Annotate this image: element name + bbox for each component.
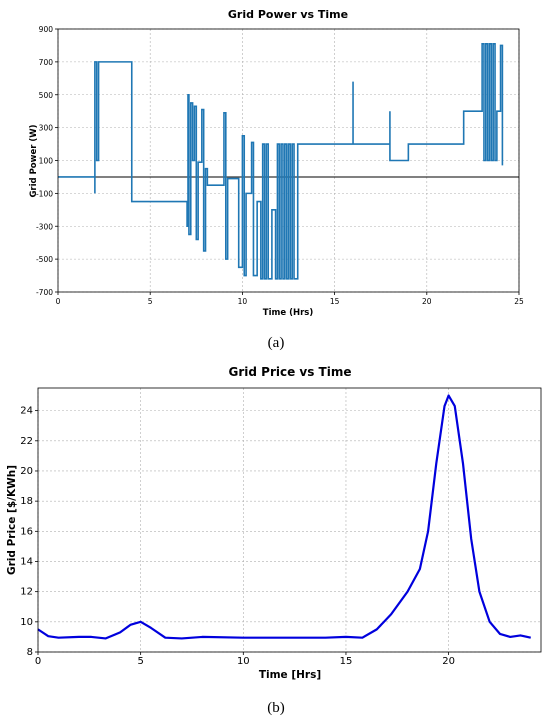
chart-b-title: Grid Price vs Time: [229, 365, 352, 379]
grid-power-series-line: [58, 42, 504, 280]
chart-a-caption: (a): [268, 335, 285, 351]
x-tick-label: 10: [237, 656, 250, 667]
y-tick-label: 22: [20, 436, 33, 447]
x-tick-label: 0: [56, 297, 61, 306]
y-tick-label: 700: [39, 58, 54, 67]
x-tick-label: 0: [35, 656, 41, 667]
y-tick-label: 14: [20, 556, 33, 567]
x-tick-label: 10: [238, 297, 248, 306]
y-tick-label: -500: [36, 255, 53, 264]
x-tick-label: 20: [442, 656, 455, 667]
y-tick-label: 12: [20, 587, 33, 598]
x-tick-label: 5: [148, 297, 153, 306]
y-tick-label: -700: [36, 288, 53, 297]
y-tick-label: 500: [39, 91, 54, 100]
chart-a-ylabel: Grid Power (W): [29, 124, 39, 197]
y-tick-label: 24: [20, 406, 33, 417]
chart-b-ylabel: Grid Price [$/KWh]: [6, 465, 18, 575]
chart-b-xlabel: Time [Hrs]: [259, 669, 321, 681]
x-tick-label: 20: [422, 297, 432, 306]
grid-power-chart: Grid Power vs Time 0 5 10 15 20 25 900 700 500 30…: [29, 8, 524, 351]
x-tick-label: 25: [514, 297, 524, 306]
x-tick-label: 5: [137, 656, 143, 667]
y-tick-label: -300: [36, 222, 53, 231]
chart-b-plot-frame: [37, 387, 542, 653]
x-tick-label: 15: [340, 656, 353, 667]
y-tick-label: 100: [39, 157, 54, 166]
chart-b-gridlines: [37, 388, 541, 653]
y-tick-label: 10: [20, 617, 33, 628]
y-tick-label: 18: [20, 496, 33, 507]
y-tick-label: -100: [36, 189, 53, 198]
grid-price-series-line: [37, 394, 531, 640]
y-tick-label: 20: [20, 466, 33, 477]
chart-a-ticks: 0 5 10 15 20 25 900 700 500 300 100 -100 -300 -500 -70…: [36, 25, 524, 306]
y-tick-label: 8: [27, 647, 33, 658]
y-tick-label: 900: [39, 25, 54, 34]
chart-a-title: Grid Power vs Time: [228, 8, 348, 21]
chart-a-xlabel: Time (Hrs): [263, 308, 314, 318]
y-tick-label: 300: [39, 124, 54, 133]
chart-b-caption: (b): [267, 700, 285, 716]
x-tick-label: 15: [330, 297, 340, 306]
y-tick-label: 16: [20, 526, 33, 537]
grid-price-chart: Grid Price vs Time 0 5 10 15 20 8 10 12 14 16 18 20…: [6, 365, 542, 716]
chart-b-ticks: 0 5 10 15 20 8 10 12 14 16 18 20 22 24: [20, 406, 455, 667]
